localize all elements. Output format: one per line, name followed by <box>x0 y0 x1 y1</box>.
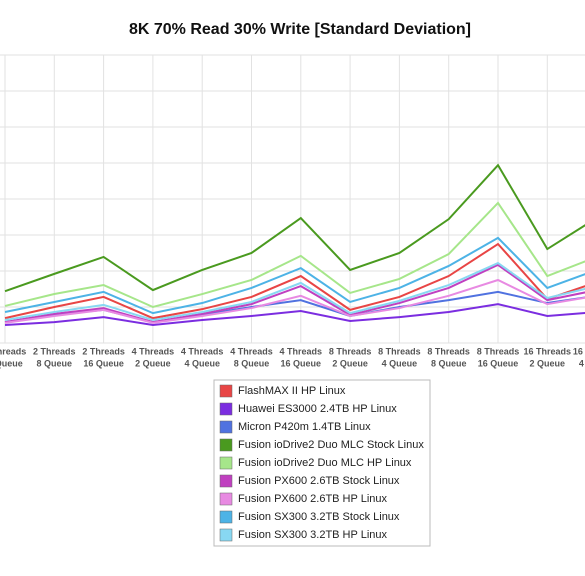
legend-label: Micron P420m 1.4TB Linux <box>238 421 371 433</box>
legend-label: Fusion PX600 2.6TB Stock Linux <box>238 475 400 487</box>
x-tick-label: 8 Threads <box>329 346 372 356</box>
series-line <box>4 263 585 324</box>
x-tick-label: 2 Threads <box>0 346 26 356</box>
x-tick-label: 8 Threads <box>477 346 520 356</box>
x-tick-label: 2 Threads <box>33 346 76 356</box>
x-tick-label: 8 Threads <box>427 346 470 356</box>
series-line <box>4 278 585 324</box>
legend-swatch <box>219 474 233 488</box>
legend-swatch <box>219 384 233 398</box>
x-tick-label: 2 Threads <box>82 346 125 356</box>
x-tick-label: 16 Queue <box>478 358 519 368</box>
series-line <box>4 242 585 320</box>
legend-box <box>213 379 431 547</box>
series-line <box>4 303 585 327</box>
legend-swatch <box>219 456 233 470</box>
legend-swatch <box>219 402 233 416</box>
legend-swatch <box>219 438 233 452</box>
x-tick-label: 8 Threads <box>378 346 421 356</box>
x-tick-label: 8 Queue <box>431 358 467 368</box>
x-tick-label: 8 Queue <box>37 358 73 368</box>
x-tick-label: 8 Queue <box>234 358 270 368</box>
chart-title: 8K 70% Read 30% Write [Standard Deviatio… <box>129 21 471 38</box>
x-tick-label: 2 Queue <box>530 358 566 368</box>
legend-swatch <box>219 420 233 434</box>
x-tick-label: 4 Queue <box>579 358 585 368</box>
x-tick-label: 16 Threads <box>573 346 585 356</box>
x-tick-label: 4 Threads <box>181 346 224 356</box>
legend-label: Fusion ioDrive2 Duo MLC HP Linux <box>238 457 412 469</box>
legend-swatch <box>219 510 233 524</box>
legend-label: Fusion PX600 2.6TB HP Linux <box>238 493 387 505</box>
legend-label: Fusion SX300 3.2TB Stock Linux <box>238 511 400 523</box>
x-tick-label: 4 Threads <box>230 346 273 356</box>
legend-swatch <box>219 528 233 542</box>
legend-label: FlashMAX II HP Linux <box>238 385 346 397</box>
x-tick-label: 16 Queue <box>281 358 322 368</box>
series-line <box>4 236 585 315</box>
x-tick-label: 16 Queue <box>83 358 124 368</box>
series-line <box>4 163 585 293</box>
series-line <box>4 201 585 309</box>
x-tick-label: 4 Queue <box>382 358 418 368</box>
x-tick-label: 4 Queue <box>0 358 23 368</box>
series-line <box>4 261 585 321</box>
legend-label: Huawei ES3000 2.4TB HP Linux <box>238 403 397 415</box>
legend-label: Fusion SX300 3.2TB HP Linux <box>238 529 387 541</box>
legend-swatch <box>219 492 233 506</box>
x-tick-label: 4 Queue <box>184 358 220 368</box>
x-tick-label: 2 Queue <box>332 358 368 368</box>
x-tick-label: 4 Threads <box>280 346 323 356</box>
x-tick-label: 4 Threads <box>132 346 175 356</box>
x-tick-label: 16 Threads <box>524 346 572 356</box>
x-tick-label: 2 Queue <box>135 358 171 368</box>
legend-label: Fusion ioDrive2 Duo MLC Stock Linux <box>238 439 424 451</box>
